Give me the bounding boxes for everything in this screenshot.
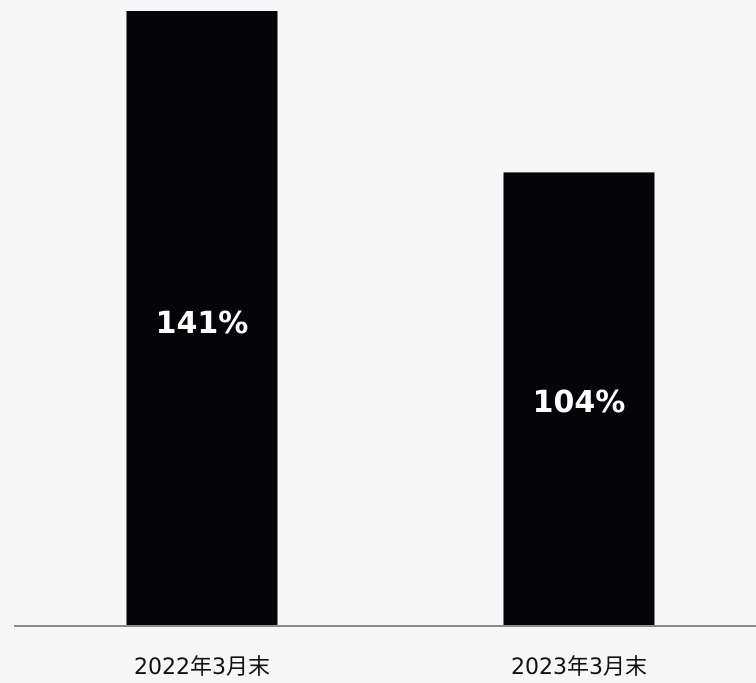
bar-2 xyxy=(503,172,655,626)
bars-group xyxy=(126,11,655,626)
category-label-1: 2022年3月末 xyxy=(134,655,270,680)
category-label-2: 2023年3月末 xyxy=(511,655,647,680)
bar-1 xyxy=(126,11,278,626)
labels-group: 141% 2022年3月末 104% 2023年3月末 xyxy=(134,306,647,680)
bar-value-label-2: 104% xyxy=(533,385,626,420)
bar-value-label-1: 141% xyxy=(156,306,249,341)
